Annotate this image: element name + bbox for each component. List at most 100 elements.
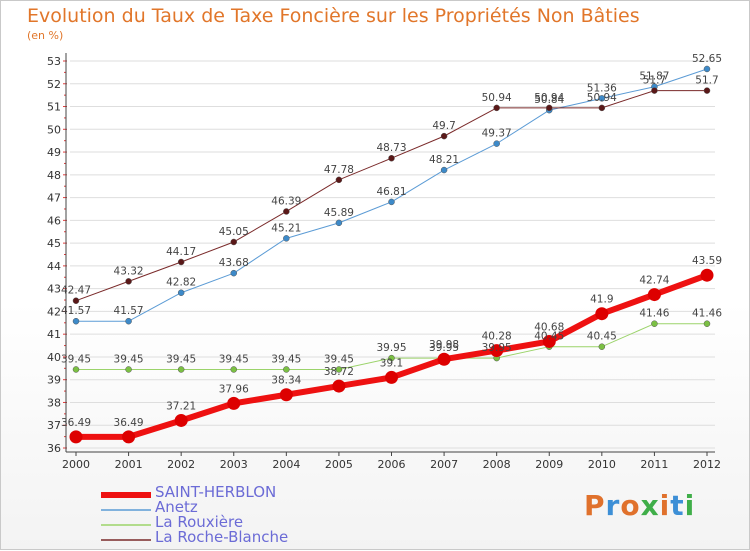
x-tick-label: 2011 xyxy=(640,458,668,471)
y-tick-label: 50 xyxy=(47,123,61,136)
data-label-la-roche-blanche: 47.78 xyxy=(324,164,354,176)
x-tick-label: 2006 xyxy=(378,458,406,471)
y-tick-label: 45 xyxy=(47,237,61,250)
data-label-la-rouxi-re: 39.45 xyxy=(114,353,144,365)
data-label-la-rouxi-re: 40.45 xyxy=(587,331,617,343)
y-tick-label: 42 xyxy=(47,305,61,318)
data-label-la-rouxi-re: 39.95 xyxy=(429,342,459,354)
data-label-la-roche-blanche: 43.32 xyxy=(114,265,144,277)
data-point-saint-herblon xyxy=(122,430,136,444)
x-tick-label: 2009 xyxy=(535,458,563,471)
legend-swatch-la-roche-blanche xyxy=(101,539,151,541)
data-point-saint-herblon xyxy=(174,413,188,427)
data-label-saint-herblon: 37.21 xyxy=(166,400,196,412)
logo-letter: i xyxy=(659,489,671,522)
data-point-la-rouxi-re xyxy=(230,366,237,373)
data-label-anetz: 41.57 xyxy=(61,305,91,317)
data-point-la-roche-blanche xyxy=(125,278,132,285)
y-tick-label: 40 xyxy=(47,351,61,364)
data-point-la-roche-blanche xyxy=(230,238,237,246)
data-point-la-roche-blanche xyxy=(177,258,185,266)
data-point-la-roche-blanche xyxy=(388,154,395,162)
y-tick-label: 51 xyxy=(47,101,61,114)
legend-label-la-roche-blanche: La Roche-Blanche xyxy=(155,528,289,546)
data-label-anetz: 50.84 xyxy=(534,94,564,106)
data-label-la-rouxi-re: 41.46 xyxy=(639,308,669,320)
data-point-la-roche-blanche xyxy=(598,104,606,112)
data-point-la-rouxi-re xyxy=(651,320,658,327)
data-point-la-rouxi-re xyxy=(177,366,185,373)
data-point-anetz xyxy=(440,166,448,174)
y-tick-label: 41 xyxy=(47,328,61,341)
data-label-la-roche-blanche: 51.7 xyxy=(643,75,666,87)
data-label-la-rouxi-re: 39.45 xyxy=(271,353,301,365)
axis-layer: 36 37 38 39 40 41 42 43 44 45 46 47 48 49 50 51 52 53 2000… xyxy=(47,53,721,471)
data-label-la-roche-blanche: 50.94 xyxy=(587,92,617,104)
chart-subtitle: (en %) xyxy=(27,29,64,42)
data-label-anetz: 46.81 xyxy=(376,186,406,198)
data-point-anetz xyxy=(388,198,395,206)
y-tick-label: 47 xyxy=(47,192,61,205)
data-point-la-roche-blanche xyxy=(703,87,711,94)
data-label-anetz: 51.87 xyxy=(639,71,669,83)
logo-letter: i xyxy=(684,489,696,522)
data-point-la-roche-blanche xyxy=(546,104,553,112)
data-point-la-roche-blanche xyxy=(651,87,658,94)
x-tick-label: 2003 xyxy=(220,458,248,471)
data-label-saint-herblon: 41.9 xyxy=(590,294,613,306)
data-label-anetz: 42.82 xyxy=(166,277,196,289)
data-label-anetz: 41.57 xyxy=(114,305,144,317)
data-label-anetz: 52.65 xyxy=(692,53,722,65)
data-point-la-rouxi-re xyxy=(72,366,80,373)
y-tick-label: 46 xyxy=(47,214,61,227)
legend-swatch-saint-herblon xyxy=(101,492,151,498)
x-tick-label: 2007 xyxy=(430,458,458,471)
legend-label-saint-herblon: SAINT-HERBLON xyxy=(155,483,277,501)
series-layer xyxy=(69,65,714,444)
logo-letter: o xyxy=(620,489,641,522)
data-label-saint-herblon: 39.98 xyxy=(429,339,459,351)
data-label-la-roche-blanche: 49.7 xyxy=(432,120,455,132)
y-tick-label: 48 xyxy=(47,169,61,182)
data-label-anetz: 48.21 xyxy=(429,154,459,166)
data-point-anetz xyxy=(335,219,343,227)
data-label-la-roche-blanche: 50.94 xyxy=(534,92,564,104)
data-point-la-roche-blanche xyxy=(283,208,290,215)
data-point-anetz xyxy=(230,269,237,277)
data-label-la-rouxi-re: 39.45 xyxy=(324,353,354,365)
data-point-la-rouxi-re xyxy=(335,366,343,373)
data-label-saint-herblon: 36.49 xyxy=(61,417,91,429)
data-label-layer: 41.57 41.57 42.82 43.68 45.21 45.89 46.81 48.21… xyxy=(61,53,722,429)
data-label-la-rouxi-re: 40.45 xyxy=(534,331,564,343)
data-point-la-rouxi-re xyxy=(598,343,606,350)
data-label-saint-herblon: 38.34 xyxy=(271,375,301,387)
data-label-saint-herblon: 40.28 xyxy=(482,331,512,343)
data-point-anetz xyxy=(283,235,290,242)
data-label-la-roche-blanche: 48.73 xyxy=(376,142,406,154)
data-point-la-rouxi-re xyxy=(703,320,711,327)
data-label-la-roche-blanche: 50.94 xyxy=(482,92,512,104)
data-label-la-rouxi-re: 39.45 xyxy=(219,353,249,365)
data-label-anetz: 51.36 xyxy=(587,82,617,94)
data-point-saint-herblon xyxy=(385,370,398,384)
y-tick-label: 43 xyxy=(47,283,61,296)
data-label-la-rouxi-re: 39.95 xyxy=(376,342,406,354)
logo-letter: t xyxy=(670,489,685,522)
x-tick-label: 2000 xyxy=(62,458,90,471)
x-tick-label: 2004 xyxy=(272,458,300,471)
y-tick-label: 37 xyxy=(47,419,61,432)
data-point-saint-herblon xyxy=(69,430,83,444)
data-label-la-roche-blanche: 46.39 xyxy=(271,195,301,207)
data-label-la-roche-blanche: 42.47 xyxy=(61,285,91,297)
data-point-saint-herblon xyxy=(542,334,556,348)
x-tick-label: 2002 xyxy=(167,458,195,471)
data-label-saint-herblon: 37.96 xyxy=(219,383,249,395)
y-tick-label: 53 xyxy=(47,55,61,68)
data-point-la-rouxi-re xyxy=(283,366,290,373)
y-tick-label: 52 xyxy=(47,78,61,91)
data-point-anetz xyxy=(72,317,80,325)
legend-swatch-la-rouxiere xyxy=(101,524,151,526)
data-point-anetz xyxy=(598,95,606,102)
data-label-saint-herblon: 43.59 xyxy=(692,255,722,267)
